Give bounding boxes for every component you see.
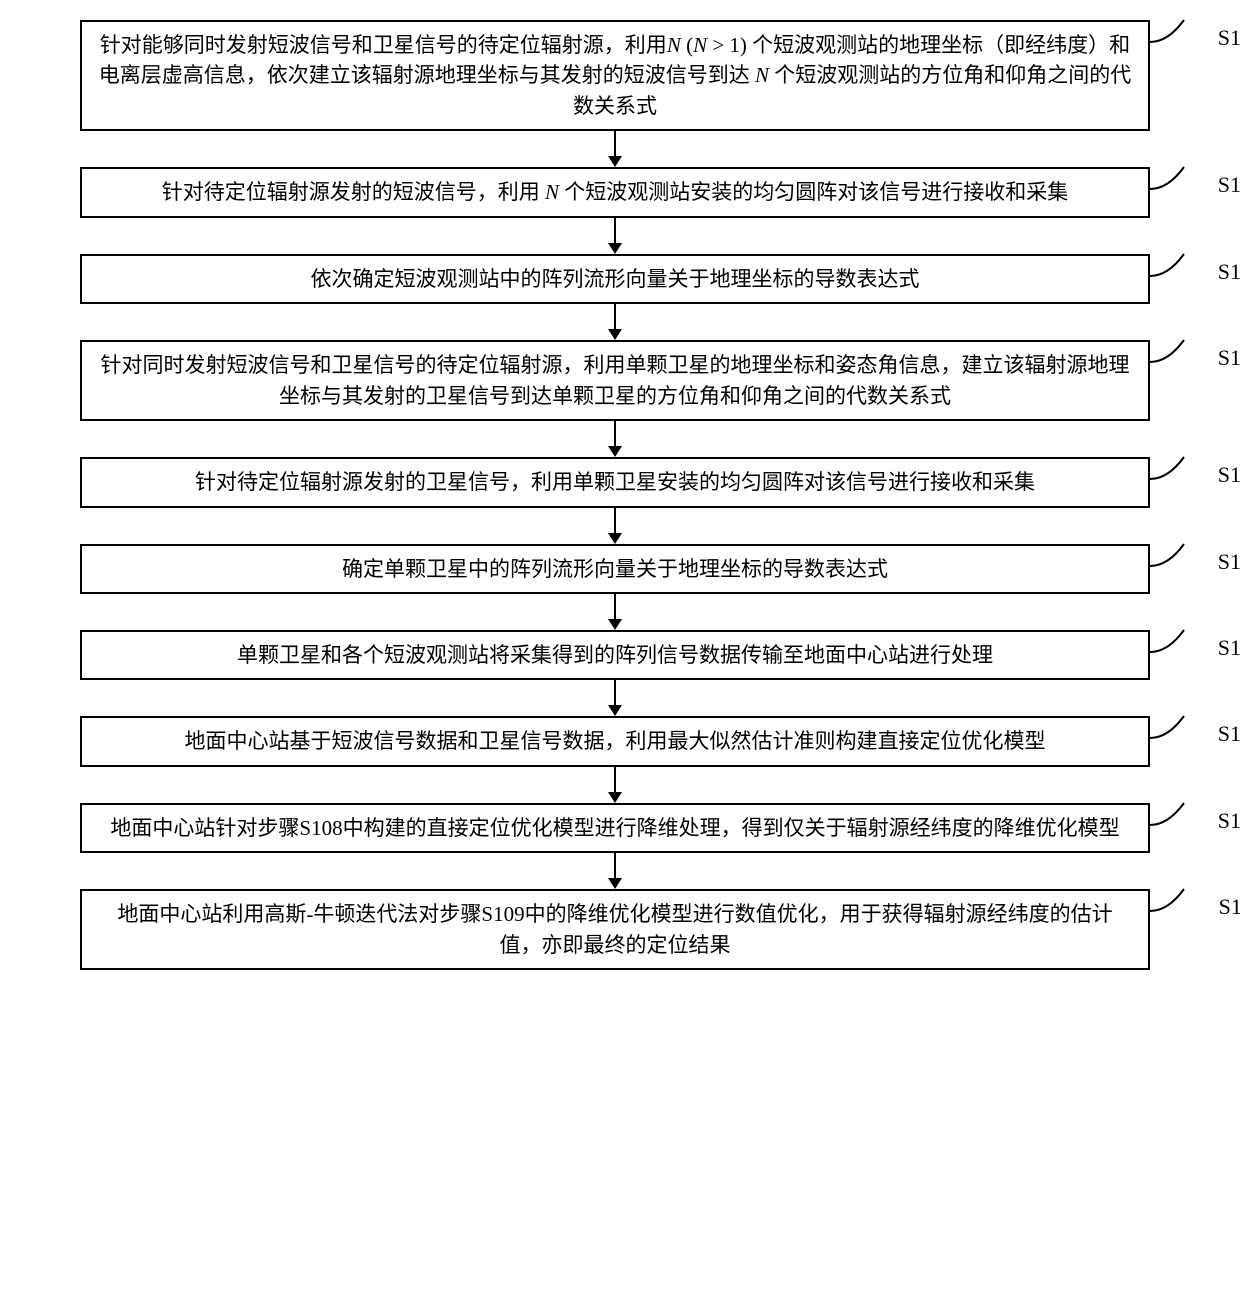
flow-arrow	[605, 767, 625, 803]
step-text: 依次确定短波观测站中的阵列流形向量关于地理坐标的导数表达式	[98, 264, 1132, 294]
step-box: 针对待定位辐射源发射的卫星信号，利用单颗卫星安装的均匀圆阵对该信号进行接收和采集…	[80, 457, 1150, 507]
flowchart-step: 针对同时发射短波信号和卫星信号的待定位辐射源，利用单颗卫星的地理坐标和姿态角信息…	[20, 340, 1210, 421]
flowchart-step: 依次确定短波观测站中的阵列流形向量关于地理坐标的导数表达式S103	[20, 254, 1210, 304]
arrow-line	[614, 131, 616, 156]
arrow-head-icon	[608, 619, 622, 630]
step-box: 单颗卫星和各个短波观测站将采集得到的阵列信号数据传输至地面中心站进行处理S107	[80, 630, 1150, 680]
flowchart-step: 地面中心站利用高斯-牛顿迭代法对步骤S109中的降维优化模型进行数值优化，用于获…	[20, 889, 1210, 970]
step-text: 地面中心站基于短波信号数据和卫星信号数据，利用最大似然估计准则构建直接定位优化模…	[98, 726, 1132, 756]
arrow-head-icon	[608, 446, 622, 457]
flow-arrow	[605, 218, 625, 254]
step-box: 依次确定短波观测站中的阵列流形向量关于地理坐标的导数表达式S103	[80, 254, 1150, 304]
flowchart-step: 针对能够同时发射短波信号和卫星信号的待定位辐射源，利用N (N > 1) 个短波…	[20, 20, 1210, 131]
arrow-line	[614, 594, 616, 619]
connector-arc	[1150, 336, 1186, 364]
flowchart-step: 针对待定位辐射源发射的卫星信号，利用单颗卫星安装的均匀圆阵对该信号进行接收和采集…	[20, 457, 1210, 507]
step-label: S103	[1218, 256, 1240, 288]
step-text: 确定单颗卫星中的阵列流形向量关于地理坐标的导数表达式	[98, 554, 1132, 584]
arrow-line	[614, 853, 616, 878]
step-label: S102	[1218, 169, 1240, 201]
connector-arc	[1150, 16, 1186, 44]
step-text: 针对待定位辐射源发射的卫星信号，利用单颗卫星安装的均匀圆阵对该信号进行接收和采集	[98, 467, 1132, 497]
step-box: 针对能够同时发射短波信号和卫星信号的待定位辐射源，利用N (N > 1) 个短波…	[80, 20, 1150, 131]
arrow-head-icon	[608, 792, 622, 803]
step-label: S106	[1218, 546, 1240, 578]
step-box: 确定单颗卫星中的阵列流形向量关于地理坐标的导数表达式S106	[80, 544, 1150, 594]
arrow-head-icon	[608, 533, 622, 544]
arrow-head-icon	[608, 329, 622, 340]
connector-arc	[1150, 250, 1186, 278]
arrow-line	[614, 680, 616, 705]
connector-arc	[1150, 626, 1186, 654]
arrow-head-icon	[608, 705, 622, 716]
step-label: S109	[1218, 805, 1240, 837]
step-box: 地面中心站利用高斯-牛顿迭代法对步骤S109中的降维优化模型进行数值优化，用于获…	[80, 889, 1150, 970]
step-text: 针对能够同时发射短波信号和卫星信号的待定位辐射源，利用N (N > 1) 个短波…	[98, 30, 1132, 121]
step-text: 地面中心站针对步骤S108中构建的直接定位优化模型进行降维处理，得到仅关于辐射源…	[98, 813, 1132, 843]
arrow-line	[614, 304, 616, 329]
flow-arrow	[605, 508, 625, 544]
step-label: S104	[1218, 342, 1240, 374]
flowchart-step: 针对待定位辐射源发射的短波信号，利用 N 个短波观测站安装的均匀圆阵对该信号进行…	[20, 167, 1210, 217]
step-box: 地面中心站基于短波信号数据和卫星信号数据，利用最大似然估计准则构建直接定位优化模…	[80, 716, 1150, 766]
flowchart-container: 针对能够同时发射短波信号和卫星信号的待定位辐射源，利用N (N > 1) 个短波…	[20, 20, 1210, 970]
step-box: 针对待定位辐射源发射的短波信号，利用 N 个短波观测站安装的均匀圆阵对该信号进行…	[80, 167, 1150, 217]
step-label: S107	[1218, 632, 1240, 664]
flow-arrow	[605, 680, 625, 716]
arrow-line	[614, 421, 616, 446]
step-text: 针对同时发射短波信号和卫星信号的待定位辐射源，利用单颗卫星的地理坐标和姿态角信息…	[98, 350, 1132, 411]
flowchart-step: 单颗卫星和各个短波观测站将采集得到的阵列信号数据传输至地面中心站进行处理S107	[20, 630, 1210, 680]
arrow-head-icon	[608, 156, 622, 167]
arrow-line	[614, 218, 616, 243]
flow-arrow	[605, 421, 625, 457]
flow-arrow	[605, 131, 625, 167]
arrow-head-icon	[608, 243, 622, 254]
step-label: S105	[1218, 459, 1240, 491]
flowchart-step: 地面中心站基于短波信号数据和卫星信号数据，利用最大似然估计准则构建直接定位优化模…	[20, 716, 1210, 766]
step-box: 地面中心站针对步骤S108中构建的直接定位优化模型进行降维处理，得到仅关于辐射源…	[80, 803, 1150, 853]
step-box: 针对同时发射短波信号和卫星信号的待定位辐射源，利用单颗卫星的地理坐标和姿态角信息…	[80, 340, 1150, 421]
flow-arrow	[605, 594, 625, 630]
flow-arrow	[605, 304, 625, 340]
step-label: S110	[1219, 891, 1240, 923]
flow-arrow	[605, 853, 625, 889]
step-label: S101	[1218, 22, 1240, 54]
connector-arc	[1150, 885, 1186, 913]
connector-arc	[1150, 712, 1186, 740]
connector-arc	[1150, 163, 1186, 191]
arrow-head-icon	[608, 878, 622, 889]
connector-arc	[1150, 453, 1186, 481]
arrow-line	[614, 508, 616, 533]
arrow-line	[614, 767, 616, 792]
connector-arc	[1150, 799, 1186, 827]
connector-arc	[1150, 540, 1186, 568]
step-text: 单颗卫星和各个短波观测站将采集得到的阵列信号数据传输至地面中心站进行处理	[98, 640, 1132, 670]
step-text: 地面中心站利用高斯-牛顿迭代法对步骤S109中的降维优化模型进行数值优化，用于获…	[98, 899, 1132, 960]
step-text: 针对待定位辐射源发射的短波信号，利用 N 个短波观测站安装的均匀圆阵对该信号进行…	[98, 177, 1132, 207]
flowchart-step: 确定单颗卫星中的阵列流形向量关于地理坐标的导数表达式S106	[20, 544, 1210, 594]
step-label: S108	[1218, 718, 1240, 750]
flowchart-step: 地面中心站针对步骤S108中构建的直接定位优化模型进行降维处理，得到仅关于辐射源…	[20, 803, 1210, 853]
